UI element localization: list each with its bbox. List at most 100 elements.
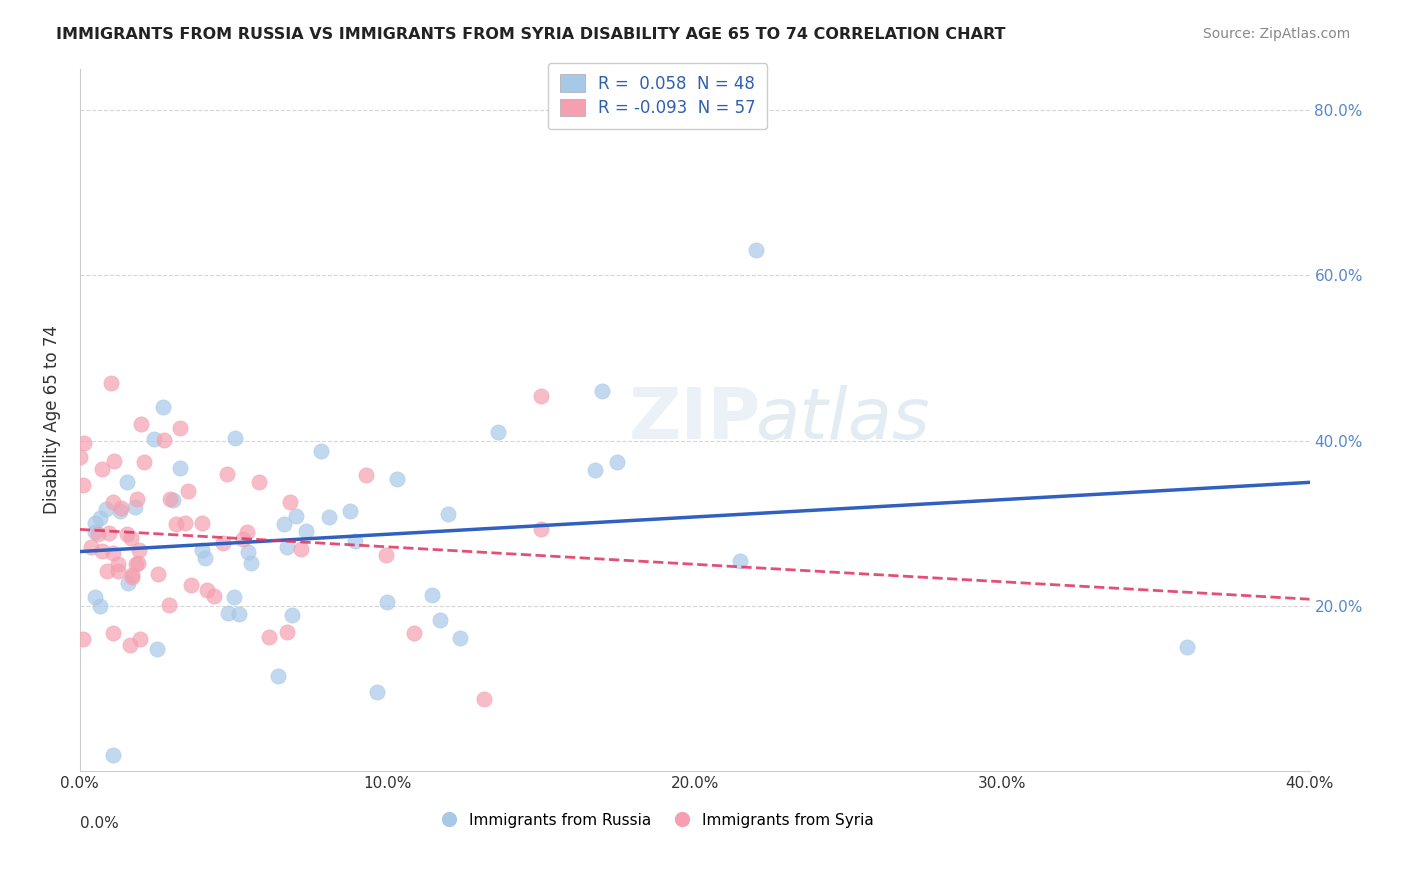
Point	[96, 564, 118, 578]
Point	[236, 524, 259, 539]
Text: IMMIGRANTS FROM RUSSIA VS IMMIGRANTS FROM SYRIA DISABILITY AGE 65 TO 74 CORRELAT: IMMIGRANTS FROM RUSSIA VS IMMIGRANTS FRO…	[56, 27, 1005, 42]
Point	[131, 417, 153, 431]
Point	[284, 508, 307, 523]
Point	[273, 516, 295, 531]
Point	[152, 400, 174, 414]
Point	[72, 478, 94, 492]
Point	[162, 492, 184, 507]
Point	[339, 504, 361, 518]
Point	[108, 503, 131, 517]
Point	[107, 564, 129, 578]
Point	[90, 544, 112, 558]
Point	[120, 638, 142, 652]
Point	[84, 590, 107, 604]
Point	[87, 526, 110, 541]
Point	[101, 495, 124, 509]
Point	[146, 642, 169, 657]
Point	[117, 576, 139, 591]
Point	[472, 691, 495, 706]
Point	[266, 669, 288, 683]
Point	[429, 613, 451, 627]
Point	[100, 376, 122, 390]
Point	[583, 463, 606, 477]
Point	[143, 433, 166, 447]
Point	[217, 467, 239, 481]
Point	[375, 549, 398, 563]
Point	[180, 577, 202, 591]
Point	[728, 554, 751, 568]
Point	[437, 508, 460, 522]
Point	[228, 607, 250, 621]
Point	[125, 557, 148, 571]
Point	[107, 557, 129, 571]
Point	[121, 570, 143, 584]
Point	[84, 516, 107, 530]
Point	[1175, 640, 1198, 655]
Point	[354, 468, 377, 483]
Point	[69, 450, 91, 464]
Point	[276, 540, 298, 554]
Point	[121, 567, 143, 582]
Point	[169, 421, 191, 435]
Text: ZIP: ZIP	[628, 385, 761, 454]
Point	[195, 582, 218, 597]
Point	[101, 546, 124, 560]
Text: 0.0%: 0.0%	[80, 815, 118, 830]
Point	[420, 588, 443, 602]
Point	[290, 541, 312, 556]
Point	[202, 589, 225, 603]
Point	[309, 443, 332, 458]
Point	[127, 557, 149, 571]
Point	[239, 556, 262, 570]
Point	[115, 527, 138, 541]
Point	[148, 566, 170, 581]
Point	[530, 522, 553, 536]
Point	[276, 624, 298, 639]
Point	[72, 632, 94, 646]
Point	[530, 389, 553, 403]
Point	[257, 630, 280, 644]
Point	[745, 244, 768, 258]
Point	[212, 536, 235, 550]
Text: atlas: atlas	[755, 385, 929, 454]
Point	[159, 491, 181, 506]
Point	[224, 590, 246, 604]
Point	[98, 525, 121, 540]
Point	[166, 516, 188, 531]
Point	[402, 626, 425, 640]
Point	[132, 455, 155, 469]
Point	[344, 533, 367, 548]
Point	[194, 550, 217, 565]
Point	[173, 516, 195, 531]
Point	[103, 626, 125, 640]
Point	[103, 454, 125, 468]
Point	[606, 455, 628, 469]
Legend: Immigrants from Russia, Immigrants from Syria: Immigrants from Russia, Immigrants from …	[436, 806, 880, 834]
Point	[128, 632, 150, 647]
Point	[89, 599, 111, 613]
Point	[80, 540, 103, 554]
Point	[157, 598, 180, 612]
Point	[318, 510, 340, 524]
Point	[124, 500, 146, 514]
Point	[449, 631, 471, 645]
Point	[110, 501, 132, 516]
Y-axis label: Disability Age 65 to 74: Disability Age 65 to 74	[44, 326, 60, 515]
Point	[169, 461, 191, 475]
Point	[377, 595, 399, 609]
Point	[238, 545, 260, 559]
Point	[128, 542, 150, 557]
Point	[224, 431, 246, 445]
Point	[94, 502, 117, 516]
Point	[232, 532, 254, 546]
Point	[152, 434, 174, 448]
Point	[89, 510, 111, 524]
Point	[366, 685, 388, 699]
Point	[280, 607, 302, 622]
Point	[295, 524, 318, 538]
Point	[591, 384, 613, 398]
Point	[101, 747, 124, 762]
Point	[486, 425, 509, 440]
Point	[73, 435, 96, 450]
Point	[278, 495, 301, 509]
